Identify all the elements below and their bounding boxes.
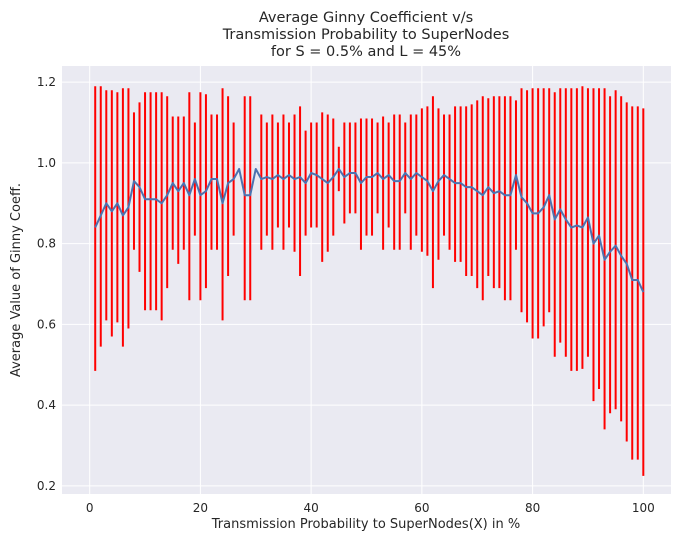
y-axis-label: Average Value of Ginny Coeff. xyxy=(9,183,24,377)
y-tick-label: 0.8 xyxy=(37,237,56,251)
title-line-3: for S = 0.5% and L = 45% xyxy=(271,44,461,60)
x-tick-label: 60 xyxy=(414,501,429,515)
y-tick-label: 0.2 xyxy=(37,479,56,493)
y-tick-label: 1.0 xyxy=(37,156,56,170)
x-tick-labels: 0 20 40 60 80 100 xyxy=(86,501,655,515)
x-axis-label: Transmission Probability to SuperNodes(X… xyxy=(211,517,520,532)
y-tick-label: 0.4 xyxy=(37,398,56,412)
series-line xyxy=(94,167,645,293)
y-tick-label: 0.6 xyxy=(37,317,56,331)
x-tick-label: 100 xyxy=(632,501,655,515)
x-tick-label: 40 xyxy=(303,501,318,515)
title-line-2: Transmission Probability to SuperNodes xyxy=(222,27,510,43)
x-tick-label: 20 xyxy=(193,501,208,515)
chart-title: Average Ginny Coefficient v/s Transmissi… xyxy=(222,10,510,60)
error-bars xyxy=(94,86,645,476)
title-line-1: Average Ginny Coefficient v/s xyxy=(259,10,473,26)
x-tick-label: 80 xyxy=(525,501,540,515)
y-tick-label: 1.2 xyxy=(37,75,56,89)
x-tick-label: 0 xyxy=(86,501,94,515)
y-tick-labels: 0.2 0.4 0.6 0.8 1.0 1.2 xyxy=(37,75,56,493)
